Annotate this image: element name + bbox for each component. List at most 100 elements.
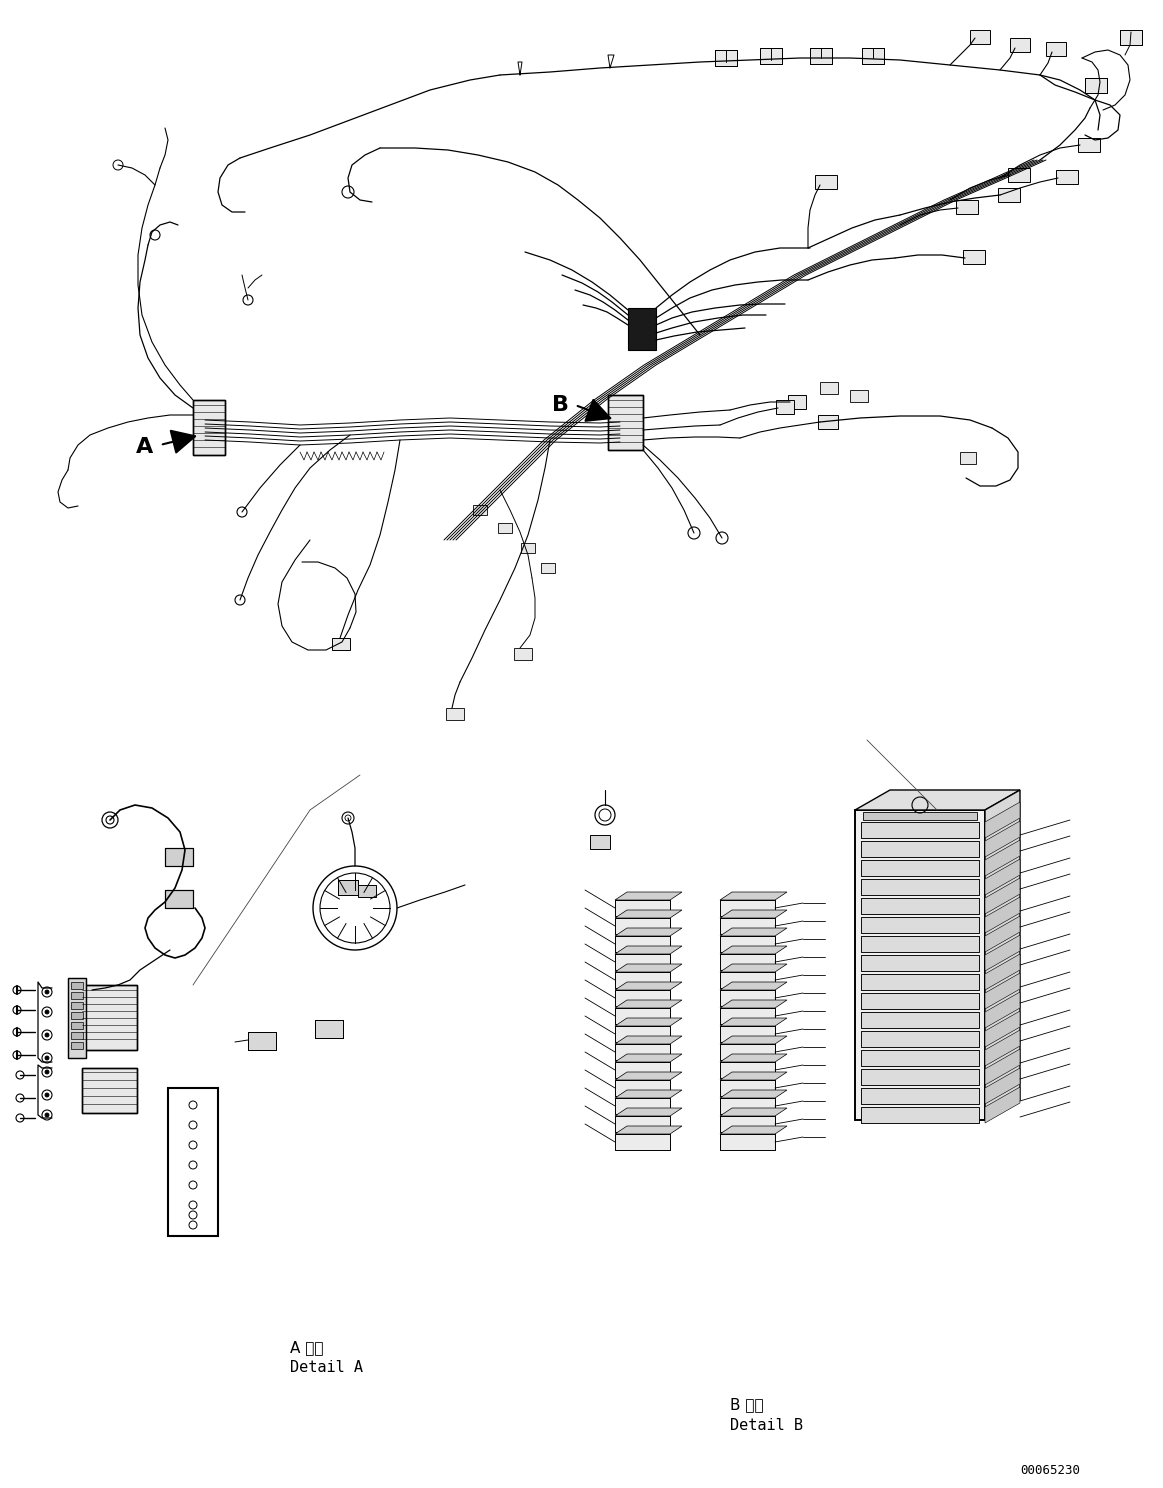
Bar bbox=[861, 992, 979, 1009]
Polygon shape bbox=[985, 878, 1020, 914]
Bar bbox=[615, 1045, 670, 1059]
Bar bbox=[615, 1062, 670, 1077]
Bar bbox=[863, 812, 977, 820]
Polygon shape bbox=[615, 1126, 682, 1134]
Polygon shape bbox=[985, 992, 1020, 1028]
Polygon shape bbox=[720, 982, 787, 990]
Bar bbox=[861, 1031, 979, 1048]
Bar bbox=[1120, 30, 1142, 45]
Bar bbox=[861, 1068, 979, 1085]
Bar bbox=[615, 954, 670, 970]
Bar bbox=[338, 879, 358, 894]
Polygon shape bbox=[615, 1054, 682, 1062]
Bar bbox=[861, 917, 979, 933]
Bar bbox=[776, 400, 794, 414]
Bar bbox=[615, 1080, 670, 1097]
Bar bbox=[615, 1134, 670, 1150]
Bar bbox=[615, 900, 670, 917]
Bar bbox=[615, 1045, 670, 1059]
Circle shape bbox=[45, 1033, 49, 1037]
Polygon shape bbox=[720, 1126, 787, 1134]
Bar bbox=[720, 954, 775, 970]
Circle shape bbox=[45, 1056, 49, 1059]
Bar bbox=[862, 48, 884, 64]
Bar bbox=[720, 936, 775, 952]
Bar bbox=[83, 985, 137, 1051]
Bar bbox=[615, 972, 670, 988]
Bar bbox=[615, 1116, 670, 1132]
Polygon shape bbox=[985, 1010, 1020, 1048]
Bar bbox=[861, 821, 979, 838]
Bar bbox=[861, 936, 979, 952]
Bar bbox=[720, 1007, 775, 1024]
Bar bbox=[315, 1019, 343, 1039]
Bar bbox=[445, 708, 464, 720]
Bar bbox=[71, 1042, 83, 1049]
Polygon shape bbox=[720, 1091, 787, 1098]
Bar bbox=[165, 890, 193, 908]
Bar bbox=[608, 394, 643, 449]
Bar bbox=[1046, 42, 1066, 57]
Bar bbox=[615, 1007, 670, 1024]
Bar bbox=[615, 936, 670, 952]
Bar bbox=[720, 1134, 775, 1150]
Circle shape bbox=[45, 1070, 49, 1074]
Bar bbox=[338, 879, 358, 894]
Bar bbox=[71, 1033, 83, 1039]
Bar bbox=[720, 1080, 775, 1097]
Bar bbox=[861, 841, 979, 857]
Polygon shape bbox=[985, 802, 1020, 838]
Bar bbox=[861, 955, 979, 972]
Bar bbox=[720, 1134, 775, 1150]
Bar bbox=[615, 990, 670, 1006]
Bar bbox=[861, 975, 979, 990]
Text: 00065230: 00065230 bbox=[1020, 1464, 1080, 1476]
Polygon shape bbox=[720, 1000, 787, 1007]
Bar bbox=[861, 936, 979, 952]
Bar bbox=[315, 1019, 343, 1039]
Bar bbox=[720, 1045, 775, 1059]
Bar bbox=[615, 1062, 670, 1077]
Bar bbox=[759, 48, 782, 64]
Polygon shape bbox=[720, 1071, 787, 1080]
Bar bbox=[815, 176, 837, 189]
Bar bbox=[193, 400, 224, 455]
Polygon shape bbox=[855, 790, 1020, 809]
Bar bbox=[861, 879, 979, 894]
Polygon shape bbox=[985, 954, 1020, 990]
Bar bbox=[861, 897, 979, 914]
Text: Detail A: Detail A bbox=[290, 1360, 363, 1375]
Polygon shape bbox=[615, 1000, 682, 1007]
Bar bbox=[71, 1012, 83, 1019]
Bar bbox=[861, 917, 979, 933]
Bar bbox=[521, 543, 535, 554]
Polygon shape bbox=[985, 1068, 1020, 1104]
Bar bbox=[615, 972, 670, 988]
Polygon shape bbox=[615, 982, 682, 990]
Bar bbox=[861, 1031, 979, 1048]
Text: B 詳細: B 詳細 bbox=[730, 1397, 764, 1412]
Bar bbox=[720, 972, 775, 988]
Bar bbox=[861, 841, 979, 857]
Bar bbox=[720, 1062, 775, 1077]
Bar bbox=[720, 1027, 775, 1042]
Bar bbox=[720, 954, 775, 970]
Bar bbox=[615, 1116, 670, 1132]
Polygon shape bbox=[985, 917, 1020, 952]
Bar bbox=[720, 990, 775, 1006]
Bar bbox=[861, 975, 979, 990]
Bar bbox=[1085, 77, 1107, 92]
Bar bbox=[963, 250, 985, 263]
Text: A 詳細: A 詳細 bbox=[290, 1341, 323, 1356]
Bar bbox=[720, 1116, 775, 1132]
Bar bbox=[861, 897, 979, 914]
Polygon shape bbox=[720, 891, 787, 900]
Bar bbox=[715, 51, 737, 65]
Bar bbox=[861, 992, 979, 1009]
Bar bbox=[248, 1033, 276, 1051]
Bar bbox=[165, 848, 193, 866]
Bar bbox=[715, 51, 737, 65]
Bar bbox=[248, 1033, 276, 1051]
Polygon shape bbox=[615, 964, 682, 972]
Polygon shape bbox=[615, 1036, 682, 1045]
